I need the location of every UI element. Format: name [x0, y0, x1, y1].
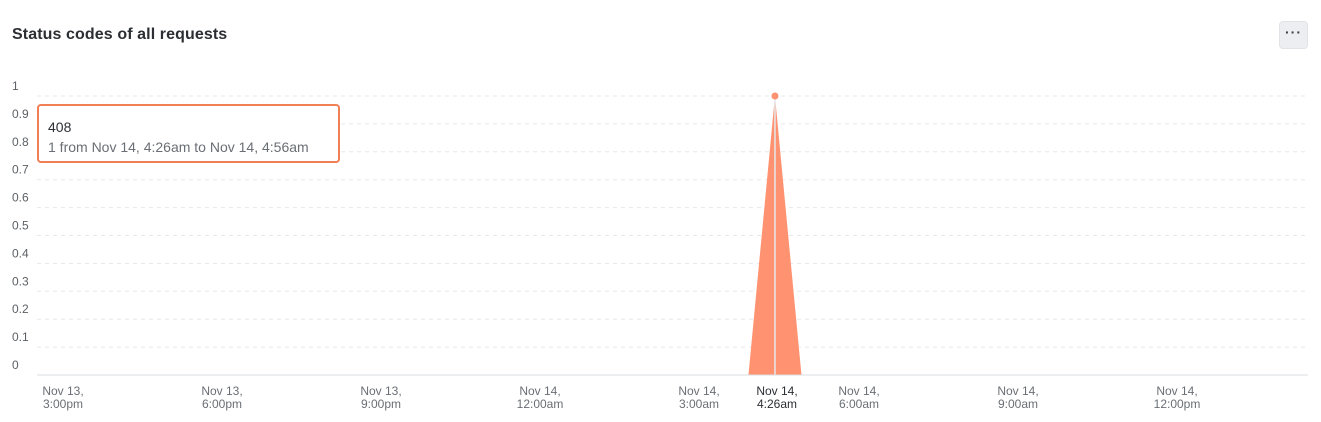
- y-tick-label: 0.9: [12, 107, 29, 121]
- grid-lines: [37, 95, 1308, 348]
- tooltip-status-code: 408: [48, 119, 72, 135]
- y-tick-label: 0.4: [12, 246, 29, 260]
- x-tick-label: Nov 14, 3:00am: [678, 384, 719, 411]
- x-tick-label: Nov 14, 12:00am: [517, 384, 564, 411]
- x-tick-label: Nov 13, 6:00pm: [201, 384, 242, 411]
- x-tick-label: Nov 14, 12:00pm: [1154, 384, 1201, 411]
- data-point-marker[interactable]: [771, 92, 779, 100]
- ellipsis-icon: ···: [1285, 24, 1302, 40]
- x-tick-label: Nov 13, 3:00pm: [42, 384, 83, 411]
- hover-tooltip: 408 1 from Nov 14, 4:26am to Nov 14, 4:5…: [37, 104, 340, 163]
- more-options-button[interactable]: ···: [1279, 21, 1308, 49]
- series-area[interactable]: [748, 92, 802, 376]
- y-tick-label: 0.3: [12, 274, 29, 288]
- x-tick-label: Nov 13, 9:00pm: [360, 384, 401, 411]
- y-tick-label: 0.1: [12, 330, 29, 344]
- y-axis-ticks: 0 0.1 0.2 0.3 0.4 0.5 0.6 0.7 0.8 0.9 1: [12, 79, 29, 372]
- x-axis-ticks: Nov 13, 3:00pm Nov 13, 6:00pm Nov 13, 9:00pm N…: [42, 384, 1200, 411]
- x-tick-label: Nov 14, 9:00am: [997, 384, 1038, 411]
- y-tick-label: 0: [12, 358, 19, 372]
- y-tick-label: 1: [12, 79, 19, 93]
- x-tick-label: Nov 14, 6:00am: [838, 384, 879, 411]
- y-tick-label: 0.8: [12, 135, 29, 149]
- y-tick-label: 0.6: [12, 191, 29, 205]
- y-tick-label: 0.5: [12, 219, 29, 233]
- y-tick-label: 0.7: [12, 163, 29, 177]
- x-tick-label: Nov 14, 4:26am: [756, 384, 797, 411]
- y-tick-label: 0.2: [12, 302, 29, 316]
- chart-title: Status codes of all requests: [12, 26, 228, 43]
- tooltip-description: 1 from Nov 14, 4:26am to Nov 14, 4:56am: [48, 139, 309, 155]
